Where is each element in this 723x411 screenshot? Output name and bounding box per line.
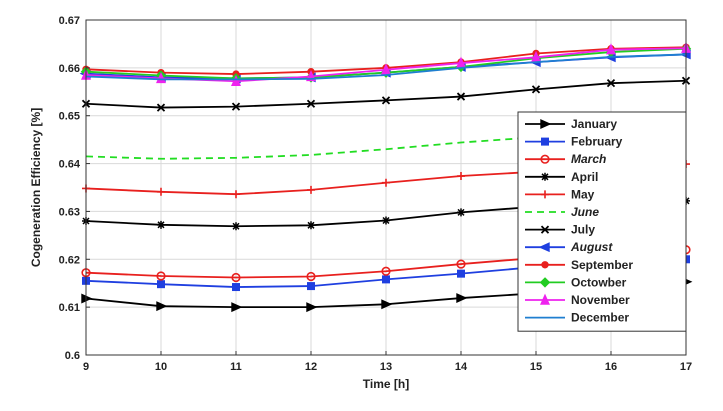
legend-label: July	[571, 223, 595, 237]
series-lines	[79, 41, 693, 313]
legend-label: June	[571, 205, 599, 219]
legend-label: May	[571, 187, 595, 201]
x-tick-label: 17	[680, 361, 692, 373]
legend: January February March April May June July Augu…	[517, 111, 687, 332]
series-line	[85, 53, 687, 81]
x-tick-label: 10	[155, 361, 167, 373]
data-point	[232, 222, 240, 231]
legend-label: August	[570, 240, 613, 254]
series-line	[85, 129, 687, 160]
data-point	[606, 79, 616, 88]
legend-item: December	[525, 311, 629, 325]
data-point	[232, 190, 240, 199]
legend-label: March	[571, 152, 606, 166]
legend-item: June	[525, 205, 599, 219]
x-tick-label: 9	[83, 361, 89, 373]
legend-label: Octowber	[571, 275, 627, 289]
data-point	[306, 271, 316, 282]
x-tick-label: 15	[530, 361, 542, 373]
data-point	[457, 269, 465, 278]
data-point	[231, 102, 241, 111]
data-point	[156, 103, 166, 112]
series-june	[85, 129, 687, 160]
y-tick-label: 0.64	[59, 159, 81, 171]
data-point	[381, 266, 391, 276]
data-point	[531, 85, 541, 94]
data-point	[231, 302, 243, 313]
legend-item: September	[525, 258, 633, 272]
series-july	[81, 76, 691, 112]
y-tick-label: 0.67	[59, 15, 80, 27]
data-point	[232, 283, 240, 292]
x-axis-title: Time [h]	[363, 377, 409, 391]
legend-label: April	[571, 170, 598, 184]
x-tick-label: 13	[380, 361, 392, 373]
data-point	[157, 220, 165, 229]
legend-label: December	[571, 311, 629, 325]
data-point	[382, 216, 390, 225]
data-point	[231, 74, 241, 86]
data-point	[306, 302, 318, 313]
legend-label: January	[571, 117, 617, 131]
legend-marker	[540, 119, 552, 129]
legend-item: April	[525, 170, 598, 184]
legend-box	[517, 111, 687, 332]
data-point	[231, 272, 241, 283]
legend-marker	[540, 293, 550, 305]
legend-marker	[541, 261, 549, 269]
data-point	[381, 299, 393, 310]
data-point	[307, 282, 315, 291]
y-tick-label: 0.66	[59, 63, 80, 75]
y-tick-label: 0.62	[59, 254, 80, 266]
data-point	[157, 280, 165, 289]
data-point	[456, 92, 466, 101]
data-point	[457, 172, 465, 181]
data-point	[307, 185, 315, 194]
legend-item: August	[525, 240, 613, 254]
legend-item: May	[525, 187, 595, 201]
x-tick-label: 16	[605, 361, 617, 373]
y-tick-label: 0.65	[59, 111, 80, 123]
legend-label: September	[571, 258, 633, 272]
data-point	[381, 96, 391, 105]
data-point	[382, 275, 390, 284]
data-point	[156, 271, 166, 281]
data-point	[306, 99, 316, 108]
legend-item: November	[525, 293, 630, 307]
legend-item: Octowber	[525, 275, 627, 289]
data-point	[382, 178, 390, 187]
legend-item: January	[525, 117, 617, 131]
series-december	[85, 53, 687, 81]
x-tick-label: 14	[455, 361, 468, 373]
legend-marker	[539, 277, 551, 288]
legend-marker	[541, 190, 549, 199]
legend-marker	[540, 154, 550, 164]
data-point	[307, 221, 315, 230]
data-point	[156, 301, 168, 312]
y-axis-title: Cogeneration Efficiency [%]	[29, 108, 43, 267]
data-point	[157, 187, 165, 196]
axis-ticks: 9 10 11 12 13 14 15 16 17 0.6 0.61 0.62 0.63 0.64 0.65…	[59, 15, 693, 373]
legend-marker	[541, 172, 549, 181]
legend-item: March	[525, 152, 606, 166]
data-point	[606, 43, 616, 55]
legend-marker	[538, 242, 550, 253]
data-point	[457, 208, 465, 217]
y-tick-label: 0.6	[65, 350, 80, 362]
data-point	[381, 63, 391, 75]
legend-item: February	[525, 135, 623, 149]
y-tick-label: 0.61	[59, 302, 80, 314]
legend-item: July	[525, 223, 595, 237]
legend-label: November	[571, 293, 630, 307]
x-tick-label: 11	[230, 361, 242, 373]
legend-marker	[540, 225, 550, 234]
legend-marker	[541, 137, 549, 146]
legend-label: February	[571, 135, 623, 149]
data-point	[456, 293, 468, 304]
data-point	[456, 259, 466, 269]
x-tick-label: 12	[305, 361, 317, 373]
y-tick-label: 0.63	[59, 206, 80, 218]
